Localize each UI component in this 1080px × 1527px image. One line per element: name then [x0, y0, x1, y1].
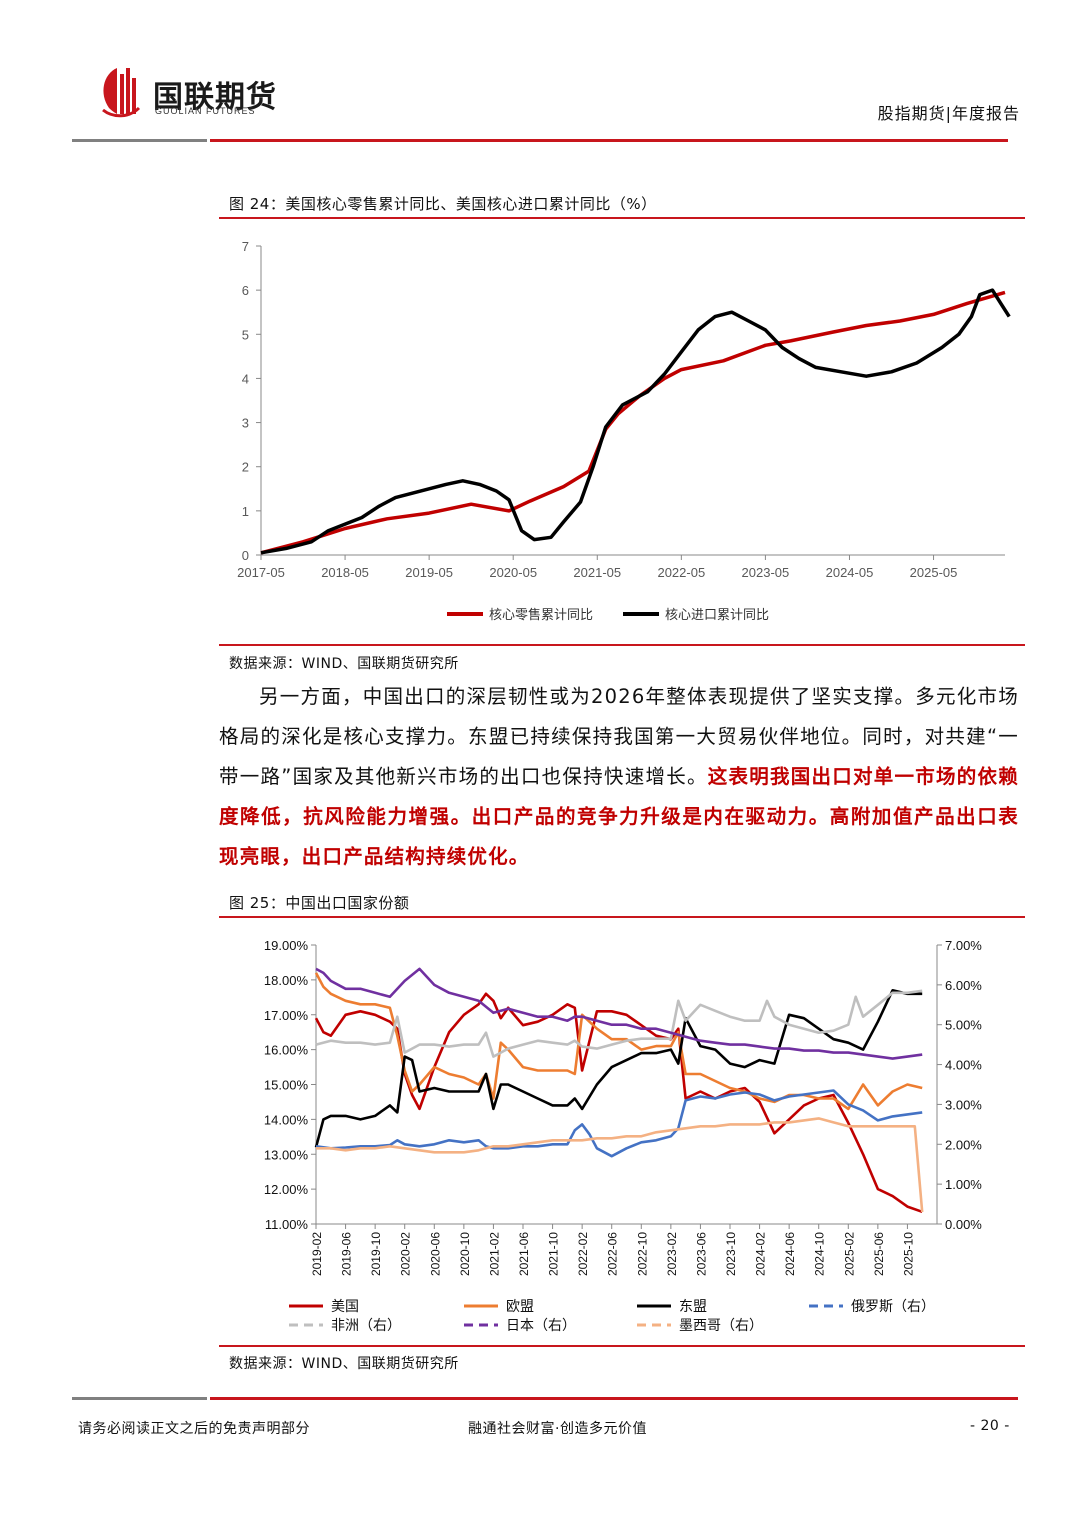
figure-25-bottom-rule	[219, 1345, 1025, 1347]
footer-disclaimer: 请务必阅读正文之后的免责声明部分	[78, 1421, 310, 1437]
legend-label-import: 核心进口累计同比	[665, 607, 769, 622]
x-tick-label: 2020-02	[399, 1232, 413, 1276]
figure-24-bottom-rule	[219, 644, 1025, 646]
figure-24-top-rule	[219, 217, 1025, 219]
left-tick-label: 16.00%	[264, 1043, 309, 1058]
right-tick-label: 0.00%	[945, 1217, 982, 1232]
figure-24-source: 数据来源：WIND、国联期货研究所	[229, 656, 459, 672]
footer-divider-red	[210, 1397, 1018, 1400]
series-line-5	[315, 967, 923, 1060]
logo-chinese-name: 国联期货	[153, 80, 277, 115]
x-tick-label: 2020-05	[489, 565, 537, 580]
left-tick-label: 15.00%	[264, 1078, 309, 1093]
right-tick-label: 5.00%	[945, 1018, 982, 1033]
series-line-0	[314, 992, 923, 1214]
figure-25-title: 图 25：中国出口国家份额	[229, 894, 410, 912]
right-tick-label: 3.00%	[945, 1097, 982, 1112]
y-tick-label: 2	[242, 460, 249, 475]
left-tick-label: 12.00%	[264, 1182, 309, 1197]
x-tick-label: 2023-02	[665, 1232, 679, 1276]
report-type: 股指期货|年度报告	[877, 104, 1020, 123]
y-tick-label: 3	[242, 416, 249, 431]
x-tick-label: 2019-02	[310, 1232, 324, 1276]
figure-25-top-rule	[219, 916, 1025, 918]
y-tick-label: 1	[242, 504, 249, 519]
x-tick-label: 2019-10	[369, 1232, 383, 1276]
x-tick-label: 2025-02	[842, 1232, 856, 1276]
series-line-6	[316, 1117, 924, 1213]
x-tick-label: 2021-02	[487, 1232, 501, 1276]
y-tick-label: 4	[242, 371, 249, 386]
x-tick-label: 2021-05	[573, 565, 621, 580]
x-tick-label: 2022-02	[576, 1232, 590, 1276]
x-tick-label: 2020-06	[428, 1232, 442, 1276]
y-tick-label: 6	[242, 283, 249, 298]
x-tick-label: 2021-10	[547, 1232, 561, 1276]
footer-page-number: - 20 -	[970, 1418, 1010, 1434]
series-line-0	[260, 290, 1006, 555]
x-tick-label: 2022-06	[606, 1232, 620, 1276]
x-tick-label: 2023-10	[724, 1232, 738, 1276]
legend-label-5: 日本（右）	[506, 1317, 576, 1333]
x-tick-label: 2019-06	[340, 1232, 354, 1276]
x-tick-label: 2024-02	[754, 1232, 768, 1276]
figure-24-title: 图 24：美国核心零售累计同比、美国核心进口累计同比（%）	[229, 195, 657, 213]
x-tick-label: 2022-05	[657, 565, 705, 580]
logo-emblem-icon	[102, 68, 141, 118]
legend-label-2: 东盟	[679, 1298, 707, 1314]
logo-english-name: GUOLIAN FUTURES	[155, 106, 256, 116]
left-tick-label: 14.00%	[264, 1112, 309, 1127]
x-tick-label: 2018-05	[321, 565, 369, 580]
x-tick-label: 2019-05	[405, 565, 453, 580]
right-tick-label: 6.00%	[945, 978, 982, 993]
legend-label-retail: 核心零售累计同比	[489, 607, 593, 622]
left-tick-label: 19.00%	[264, 938, 309, 953]
footer-divider-gray	[72, 1397, 207, 1400]
x-tick-label: 2024-10	[813, 1232, 827, 1276]
paragraph-normal-text: 另一方面，中国出口的深层韧性或为2026年整体表现提供了坚实支撑。多元化市场格局…	[219, 685, 1019, 788]
y-tick-label: 0	[242, 548, 249, 563]
series-line-2	[314, 989, 923, 1148]
left-tick-label: 11.00%	[265, 1217, 309, 1232]
x-tick-label: 2023-05	[742, 565, 790, 580]
right-tick-label: 4.00%	[945, 1058, 982, 1073]
x-tick-label: 2024-06	[783, 1232, 797, 1276]
y-tick-label: 5	[242, 327, 249, 342]
x-tick-label: 2021-06	[517, 1232, 531, 1276]
left-tick-label: 17.00%	[264, 1008, 309, 1023]
series-line-1	[314, 972, 923, 1111]
y-tick-label: 7	[242, 239, 249, 254]
x-tick-label: 2025-05	[910, 565, 958, 580]
x-tick-label: 2022-10	[635, 1232, 649, 1276]
figure-25-source: 数据来源：WIND、国联期货研究所	[229, 1356, 459, 1372]
right-tick-label: 2.00%	[945, 1137, 982, 1152]
legend-label-6: 墨西哥（右）	[679, 1317, 763, 1333]
right-tick-label: 7.00%	[945, 938, 982, 953]
x-tick-label: 2025-10	[901, 1232, 915, 1276]
header-divider-gray	[72, 139, 207, 142]
series-line-4	[315, 989, 923, 1058]
x-tick-label: 2023-06	[694, 1232, 708, 1276]
x-tick-label: 2024-05	[826, 565, 874, 580]
legend-label-4: 非洲（右）	[331, 1317, 401, 1333]
series-line-3	[315, 1089, 923, 1158]
x-tick-label: 2017-05	[237, 565, 285, 580]
paragraph-highlight-text: 这表明我国出口对单一市场的依赖度降低，抗风险能力增强。出口产品的竞争力升级是内在…	[219, 765, 1019, 868]
body-paragraph: 另一方面，中国出口的深层韧性或为2026年整体表现提供了坚实支撑。多元化市场格局…	[219, 677, 1019, 877]
left-tick-label: 13.00%	[264, 1147, 309, 1162]
x-tick-label: 2025-06	[872, 1232, 886, 1276]
company-logo: 国联期货 GUOLIAN FUTURES	[95, 60, 285, 120]
legend-label-1: 欧盟	[506, 1298, 534, 1314]
figure-24-chart: 0 1 2 3 4 5 6 7 2017-05 2018-05 2019-05 2020-05 2021…	[237, 239, 1011, 622]
series-line-1	[260, 288, 1011, 555]
left-tick-label: 18.00%	[264, 973, 309, 988]
right-tick-label: 1.00%	[945, 1177, 982, 1192]
x-tick-label: 2020-10	[458, 1232, 472, 1276]
footer-slogan: 融通社会财富·创造多元价值	[468, 1421, 647, 1437]
figure-25-chart: 19.00% 18.00% 17.00% 16.00% 15.00% 14.00% 13.0…	[264, 938, 982, 1333]
header-divider-red	[210, 139, 1008, 142]
legend-label-3: 俄罗斯（右）	[851, 1298, 935, 1314]
legend-label-0: 美国	[331, 1298, 359, 1314]
